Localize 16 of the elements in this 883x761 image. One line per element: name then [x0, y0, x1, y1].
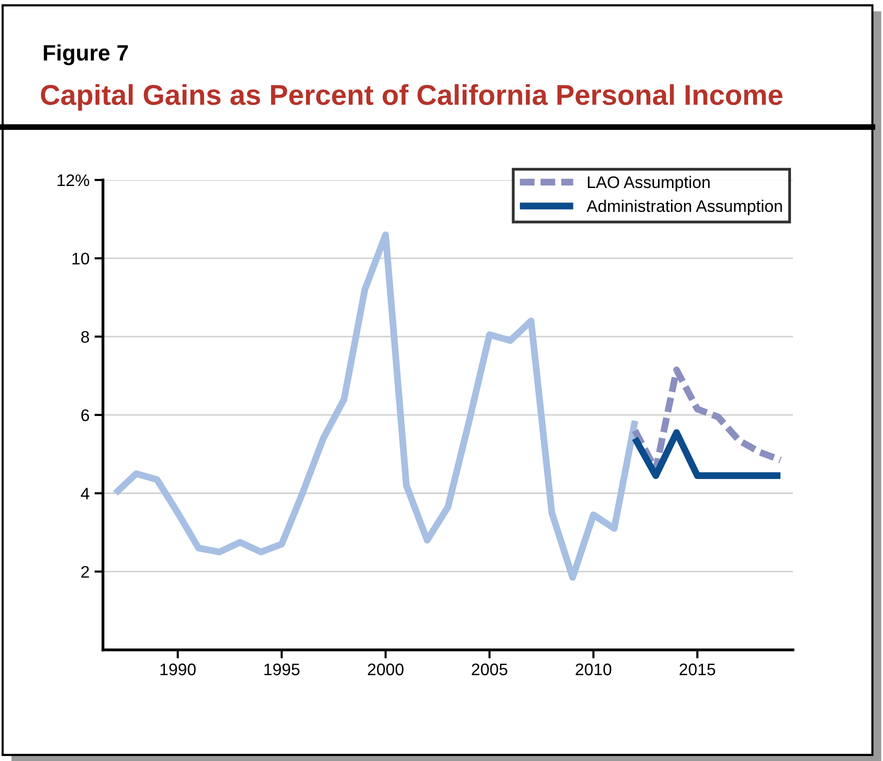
y-tick-label: 6 — [81, 409, 90, 422]
chart-subtitle: Figure 7 — [44, 44, 128, 66]
y-tick-label: 10 — [72, 252, 90, 264]
y-tick-label: 8 — [81, 331, 90, 343]
x-tick-label: 1990 — [160, 664, 196, 676]
legend-label: Administration Assumption — [586, 200, 782, 216]
y-tick-label: 12% — [58, 174, 90, 186]
x-tick-label: 2010 — [576, 664, 612, 676]
x-tick-label: 1995 — [264, 664, 300, 676]
y-tick-label: 2 — [81, 566, 89, 578]
x-tick-label: 2005 — [472, 664, 508, 676]
y-tick-label: 4 — [80, 488, 90, 500]
chart-title: Capital Gains as Percent of California Personal Income — [40, 84, 782, 111]
x-tick-label: 2015 — [680, 664, 716, 676]
legend-label: LAO Assumption — [588, 176, 710, 192]
x-tick-label: 2000 — [368, 664, 404, 676]
